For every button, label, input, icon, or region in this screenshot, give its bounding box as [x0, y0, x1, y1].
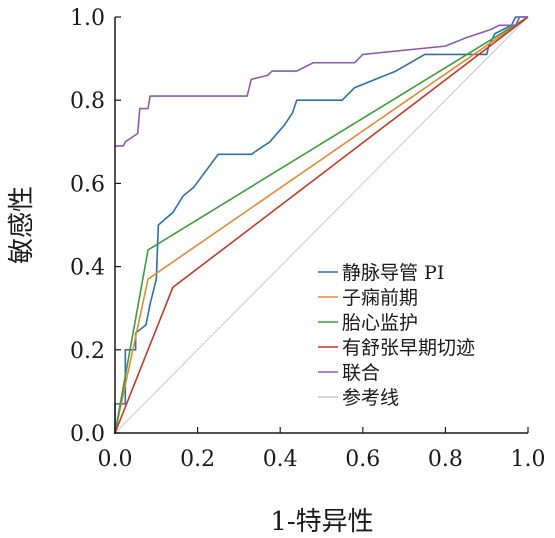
legend-label-3: 有舒张早期切迹	[342, 337, 475, 359]
legend-label-0: 静脉导管 PI	[342, 262, 444, 284]
series-line-3	[114, 16, 529, 434]
y-axis-title: 敏感性	[7, 186, 37, 264]
y-tick-label-5: 1.0	[70, 6, 105, 31]
x-tick-label-2: 0.4	[263, 447, 298, 472]
series-line-2	[114, 16, 529, 434]
series-line-1	[114, 16, 529, 434]
y-tick-label-3: 0.6	[70, 172, 105, 197]
y-tick-label-4: 0.8	[70, 89, 105, 114]
legend-label-1: 子痫前期	[342, 287, 418, 309]
x-axis-title: 1-特异性	[270, 507, 373, 537]
y-tick-label-1: 0.2	[70, 339, 105, 364]
series-line-5	[114, 16, 529, 434]
legend-label-4: 联合	[342, 362, 380, 384]
x-tick-label-4: 0.8	[428, 447, 463, 472]
y-tick-label-2: 0.4	[70, 256, 105, 281]
series-line-4	[115, 16, 528, 147]
legend-label-5: 参考线	[342, 387, 399, 409]
series-layer	[114, 16, 529, 434]
axes: 0.0 0.2 0.4 0.6 0.8 1.0 0.0 0.2 0.4 0.6 0.8 1.0	[70, 6, 546, 472]
y-tick-label-0: 0.0	[70, 422, 105, 447]
x-tick-label-5: 1.0	[511, 447, 546, 472]
x-tick-label-1: 0.2	[180, 447, 215, 472]
x-tick-label-3: 0.6	[345, 447, 380, 472]
x-tick-label-0: 0.0	[98, 447, 133, 472]
legend-label-2: 胎心监护	[342, 312, 418, 334]
